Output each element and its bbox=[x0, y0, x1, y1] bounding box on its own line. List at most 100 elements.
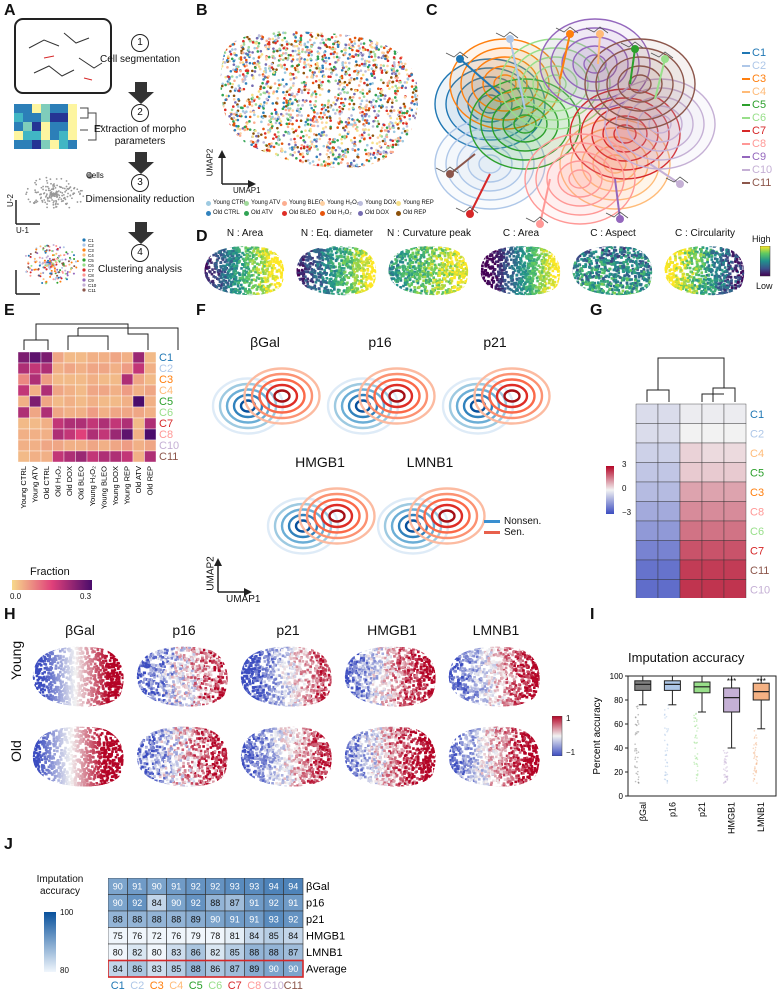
d-map-point bbox=[281, 257, 285, 261]
cluster-dot bbox=[33, 268, 36, 271]
d-map-point bbox=[232, 296, 235, 298]
umap-point bbox=[382, 123, 386, 127]
cell-dot bbox=[70, 189, 73, 192]
umap-point bbox=[372, 98, 375, 102]
d-map-point bbox=[241, 286, 245, 290]
umap-point bbox=[215, 44, 218, 47]
cell-dot bbox=[46, 196, 49, 199]
umap-point bbox=[403, 95, 407, 99]
umap-point bbox=[326, 31, 330, 33]
umap-point bbox=[415, 126, 418, 129]
umap-point bbox=[376, 31, 379, 35]
d-map-point bbox=[265, 269, 269, 273]
umap-point bbox=[220, 34, 221, 38]
cluster-contour bbox=[532, 65, 578, 103]
umap-point bbox=[404, 43, 408, 47]
umap-point bbox=[261, 157, 264, 160]
umap-point bbox=[341, 63, 345, 67]
umap-point bbox=[347, 43, 351, 47]
d-map-point bbox=[364, 290, 368, 294]
cell-shape-icon bbox=[665, 176, 689, 184]
umap-point bbox=[352, 164, 355, 168]
cluster-dot bbox=[30, 269, 33, 272]
d-map-point bbox=[397, 269, 401, 273]
d-map-point bbox=[237, 253, 241, 257]
heat-cell bbox=[59, 104, 68, 113]
d-map-point bbox=[357, 259, 360, 262]
umap-point bbox=[382, 81, 385, 85]
d-map-point bbox=[415, 253, 418, 257]
d-map-point bbox=[309, 288, 313, 291]
d-map-point bbox=[453, 270, 457, 274]
d-umap-map bbox=[204, 245, 288, 298]
d-map-point bbox=[360, 269, 363, 272]
umap-point bbox=[345, 83, 349, 87]
umap-point bbox=[343, 128, 347, 132]
umap-point bbox=[320, 83, 323, 87]
d-map-point bbox=[370, 265, 374, 269]
umap-point bbox=[279, 64, 283, 67]
d-map-point bbox=[336, 274, 340, 277]
umap-point bbox=[350, 123, 354, 126]
umap-point bbox=[275, 68, 278, 71]
d-map-point bbox=[204, 294, 207, 296]
umap-point bbox=[371, 162, 374, 166]
mini-legend-label: C3 bbox=[88, 248, 94, 253]
d-map-point bbox=[422, 255, 426, 259]
cell-shape-icon bbox=[555, 26, 579, 34]
d-map-point bbox=[356, 251, 360, 254]
umap-point bbox=[369, 82, 372, 86]
d-map-point bbox=[227, 263, 231, 267]
umap-point bbox=[311, 160, 315, 163]
umap-point bbox=[404, 143, 408, 147]
d-map-point bbox=[256, 247, 260, 250]
umap-point bbox=[279, 165, 282, 168]
umap-point bbox=[233, 124, 236, 127]
umap-point bbox=[273, 56, 276, 60]
d-map-point bbox=[210, 249, 214, 253]
d-map-point bbox=[287, 245, 288, 248]
cell-dot bbox=[59, 191, 62, 194]
d-map-point bbox=[319, 273, 323, 277]
d-map-point bbox=[302, 264, 305, 267]
d-map-point bbox=[341, 263, 345, 266]
d-map-point bbox=[325, 277, 329, 280]
umap-point bbox=[287, 113, 291, 116]
umap-point bbox=[215, 103, 218, 106]
umap-point bbox=[260, 150, 264, 153]
umap-point bbox=[223, 61, 227, 64]
umap-point bbox=[348, 78, 351, 82]
d-map-point bbox=[311, 280, 315, 284]
umap-point bbox=[410, 46, 414, 49]
d-map-point bbox=[299, 261, 303, 265]
umap-point bbox=[338, 83, 342, 87]
mini-legend-dot bbox=[82, 248, 86, 252]
umap-point bbox=[223, 113, 227, 117]
d-map-point bbox=[464, 253, 468, 257]
cell-dot bbox=[55, 178, 58, 180]
d-map-point bbox=[216, 296, 219, 298]
umap-point bbox=[285, 101, 288, 104]
umap-point bbox=[292, 76, 296, 80]
d-map-point bbox=[213, 270, 216, 274]
d-map-point bbox=[362, 269, 365, 273]
umap-point bbox=[407, 48, 410, 52]
umap-point bbox=[274, 160, 277, 164]
d-map-point bbox=[229, 296, 232, 298]
cluster-dot bbox=[56, 281, 59, 284]
d-map-point bbox=[243, 279, 246, 282]
umap-point bbox=[301, 50, 304, 53]
umap-point bbox=[417, 67, 419, 71]
umap-point bbox=[303, 88, 306, 92]
cluster-dot bbox=[53, 270, 56, 273]
umap-point bbox=[239, 132, 242, 135]
d-map-point bbox=[470, 278, 472, 281]
condition-legend-swatch bbox=[282, 210, 287, 216]
d-map-point bbox=[306, 248, 310, 252]
umap-point bbox=[303, 123, 307, 127]
umap-point bbox=[335, 52, 339, 55]
d-map-point bbox=[261, 269, 265, 272]
d-map-point bbox=[253, 265, 257, 268]
condition-legend-item: Old H₂O₂ bbox=[320, 210, 352, 216]
d-map-point bbox=[460, 291, 464, 295]
